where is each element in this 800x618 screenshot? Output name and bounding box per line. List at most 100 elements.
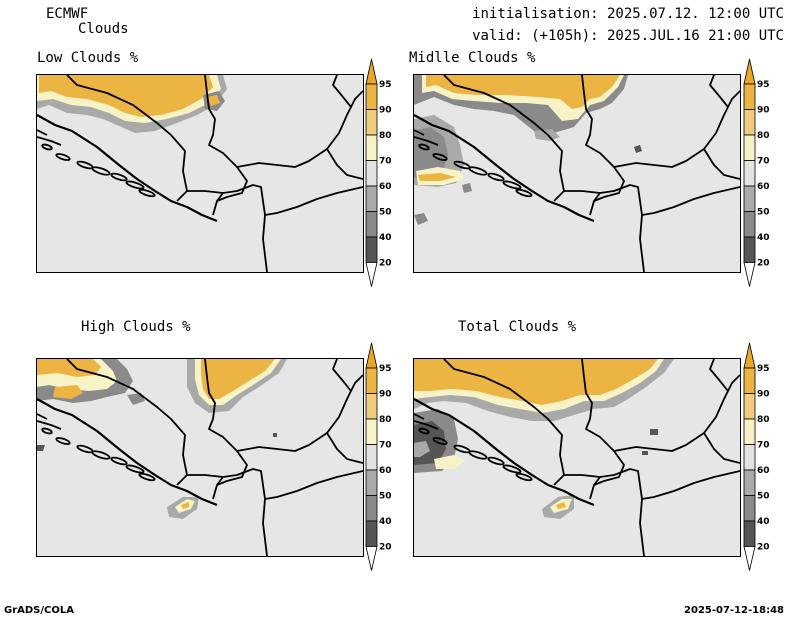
coastline <box>37 114 218 223</box>
colorbar-segment <box>365 109 378 136</box>
country-border <box>326 148 363 180</box>
colorbar-label: 20 <box>757 259 770 269</box>
cloud-area-light-grey <box>414 441 430 457</box>
panel-title-total: Total Clouds % <box>458 319 577 335</box>
colorbar-high: 95 90 80 70 60 50 40 20 <box>365 342 392 571</box>
cloud-area-orange <box>414 359 658 405</box>
cloud-area-grey <box>462 183 472 193</box>
colorbar-segment <box>743 211 756 238</box>
panel-title-high: High Clouds % <box>81 319 191 335</box>
cloud-area-orange <box>426 75 620 109</box>
colorbar-label: 60 <box>757 466 770 476</box>
country-border <box>443 75 565 202</box>
island <box>468 166 488 176</box>
valid-time: valid: (+105h): 2025.JUL.16 21:00 UTC <box>472 28 784 44</box>
colorbar-segment <box>365 211 378 238</box>
island <box>418 143 430 151</box>
country-border <box>216 468 268 556</box>
coastline-inlet <box>414 413 439 430</box>
island <box>487 172 505 182</box>
colorbar-label: 20 <box>379 543 392 553</box>
colorbar-segment <box>743 83 756 110</box>
colorbar-segment <box>365 160 378 187</box>
island <box>487 456 505 466</box>
island <box>515 472 533 482</box>
colorbar-label: 90 <box>379 106 392 116</box>
country-border <box>709 359 729 392</box>
country-border <box>264 470 363 500</box>
country-border <box>216 184 268 272</box>
colorbar-segment <box>365 185 378 212</box>
island <box>138 188 156 198</box>
country-border <box>332 359 352 392</box>
panel-title-middle: Midlle Clouds % <box>409 50 536 66</box>
cloud-area-grey <box>414 213 428 225</box>
colorbar-label: 80 <box>379 415 392 425</box>
island <box>76 444 94 454</box>
island <box>91 450 111 460</box>
country-border <box>613 90 740 168</box>
cloud-area-orange <box>207 95 220 106</box>
cloud-area-orange <box>201 359 275 399</box>
colorbar-label: 40 <box>757 233 770 243</box>
country-border <box>593 468 645 556</box>
colorbar-label: 40 <box>379 517 392 527</box>
colorbar-label: 70 <box>379 441 392 451</box>
country-border <box>564 474 601 478</box>
colorbar-label: 40 <box>379 233 392 243</box>
colorbar-label: 40 <box>757 517 770 527</box>
colorbar-label: 80 <box>757 131 770 141</box>
cloud-area-orange <box>37 359 101 377</box>
island <box>41 143 53 151</box>
product-name: Clouds <box>78 21 129 37</box>
cloud-area-dark-grey <box>650 429 658 435</box>
model-name: ECMWF <box>46 6 89 22</box>
map-low-clouds <box>36 74 364 273</box>
colorbar-segment <box>743 495 756 522</box>
colorbar-label: 95 <box>757 80 770 90</box>
cloud-area-dark-grey <box>37 445 45 451</box>
colorbar-segment <box>743 134 756 161</box>
colorbar-segment <box>743 109 756 136</box>
colorbar-arrow-top <box>365 342 378 369</box>
island <box>432 153 448 161</box>
island <box>502 464 522 474</box>
colorbar-label: 20 <box>379 259 392 269</box>
colorbar-segment <box>743 367 756 394</box>
footer-software: GrADS/COLA <box>4 605 74 616</box>
colorbar-segment <box>743 469 756 496</box>
colorbar-segment <box>743 160 756 187</box>
island <box>125 464 145 474</box>
island <box>110 456 128 466</box>
colorbar-label: 50 <box>757 492 770 502</box>
colorbar-label: 90 <box>757 106 770 116</box>
colorbar-label: 60 <box>757 182 770 192</box>
colorbar-label: 60 <box>379 182 392 192</box>
colorbar-arrow-bottom <box>365 546 378 571</box>
island <box>138 472 156 482</box>
country-border <box>703 432 740 464</box>
country-border <box>204 359 248 500</box>
colorbar-total: 95 90 80 70 60 50 40 20 <box>743 342 770 571</box>
colorbar-segment <box>365 83 378 110</box>
colorbar-arrow-top <box>365 58 378 85</box>
colorbar-segment <box>365 418 378 445</box>
country-border <box>593 184 645 272</box>
coastline-inlet <box>414 129 439 146</box>
island <box>76 160 94 170</box>
island <box>55 437 71 445</box>
colorbar-arrow-top <box>743 342 756 369</box>
colorbar-label: 70 <box>379 157 392 167</box>
country-border <box>264 186 363 216</box>
colorbar-label: 50 <box>379 208 392 218</box>
country-border <box>709 75 729 108</box>
island <box>41 427 53 435</box>
island <box>125 180 145 190</box>
coastline <box>414 114 595 223</box>
country-border <box>326 432 363 464</box>
island <box>55 153 71 161</box>
colorbar-segment <box>743 444 756 471</box>
colorbar-arrow-bottom <box>743 262 756 287</box>
island <box>432 437 448 445</box>
colorbar-low: 95 90 80 70 60 50 40 20 <box>365 58 392 287</box>
